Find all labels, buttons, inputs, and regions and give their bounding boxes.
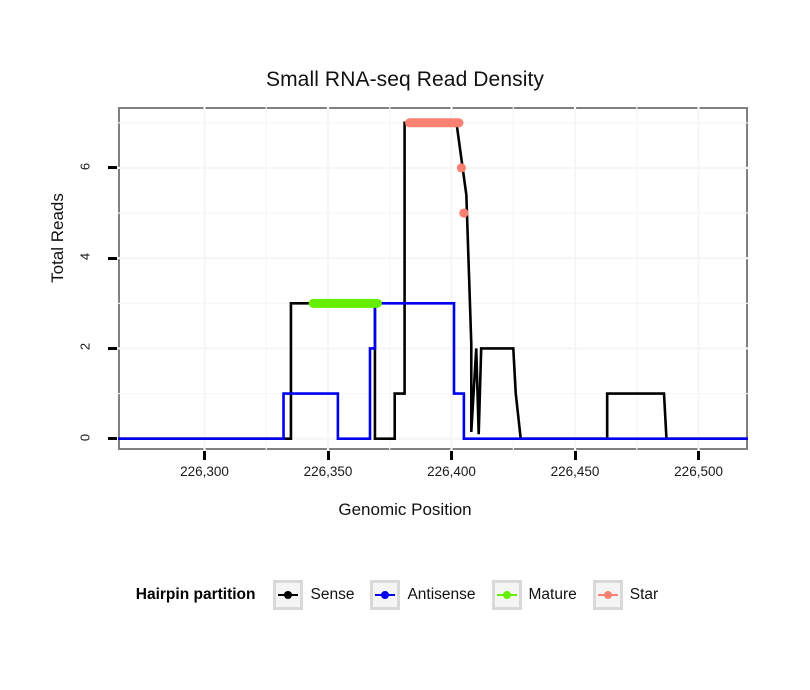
legend-item-mature[interactable]: Mature [491, 580, 587, 610]
series-line-antisense [118, 302, 748, 441]
legend-key-star-icon [592, 580, 623, 610]
data-series-layer [118, 118, 748, 441]
gridlines [118, 107, 748, 450]
x-tick-mark [697, 451, 701, 460]
series-line-sense [118, 121, 748, 441]
y-axis-label: Total Reads [48, 193, 67, 283]
plot-area [118, 107, 748, 450]
x-tick-mark [202, 451, 206, 460]
y-tick-label: 0 [77, 433, 93, 441]
chart-title: Small RNA-seq Read Density [265, 68, 545, 91]
x-tick-label: 226,350 [303, 464, 353, 479]
x-tick-mark [573, 451, 577, 460]
legend-key-sense-icon [273, 580, 304, 610]
x-tick-label: 226,400 [427, 464, 476, 479]
legend-key-dot [381, 591, 390, 599]
y-tick-mark [108, 166, 117, 170]
legend-key-dot [603, 591, 612, 599]
legend-key-dot [502, 591, 511, 599]
y-tick-mark [108, 256, 117, 260]
legend-label: Mature [528, 586, 577, 603]
legend-key-antisense-icon [370, 580, 401, 610]
x-tick-label: 226,450 [550, 464, 600, 479]
legend-label: Star [629, 586, 659, 603]
x-tick-mark [326, 451, 330, 460]
y-tick-mark [108, 346, 117, 350]
y-tick-label: 2 [77, 343, 93, 351]
x-tick-label: 226,300 [180, 464, 229, 479]
y-tick-mark [108, 437, 117, 441]
legend-label: Sense [310, 586, 355, 603]
legend-title: Hairpin partition [135, 586, 256, 603]
legend-key-mature-icon [491, 580, 522, 610]
x-tick-label: 226,500 [674, 464, 723, 479]
x-tick-mark [450, 451, 454, 460]
y-tick-label: 4 [77, 253, 93, 261]
legend-item-star[interactable]: Star [592, 580, 668, 610]
legend-key-dot [284, 591, 293, 599]
legend-item-antisense[interactable]: Antisense [370, 580, 485, 610]
x-axis-label: Genomic Position [338, 500, 472, 519]
marker-point-star [456, 163, 467, 173]
y-tick-label: 6 [77, 162, 93, 171]
chart-legend: Hairpin partition Sense Antisense Mature St… [0, 580, 810, 610]
marker-point-star [459, 208, 469, 218]
legend-item-sense[interactable]: Sense [273, 580, 364, 610]
legend-label: Antisense [407, 586, 476, 603]
